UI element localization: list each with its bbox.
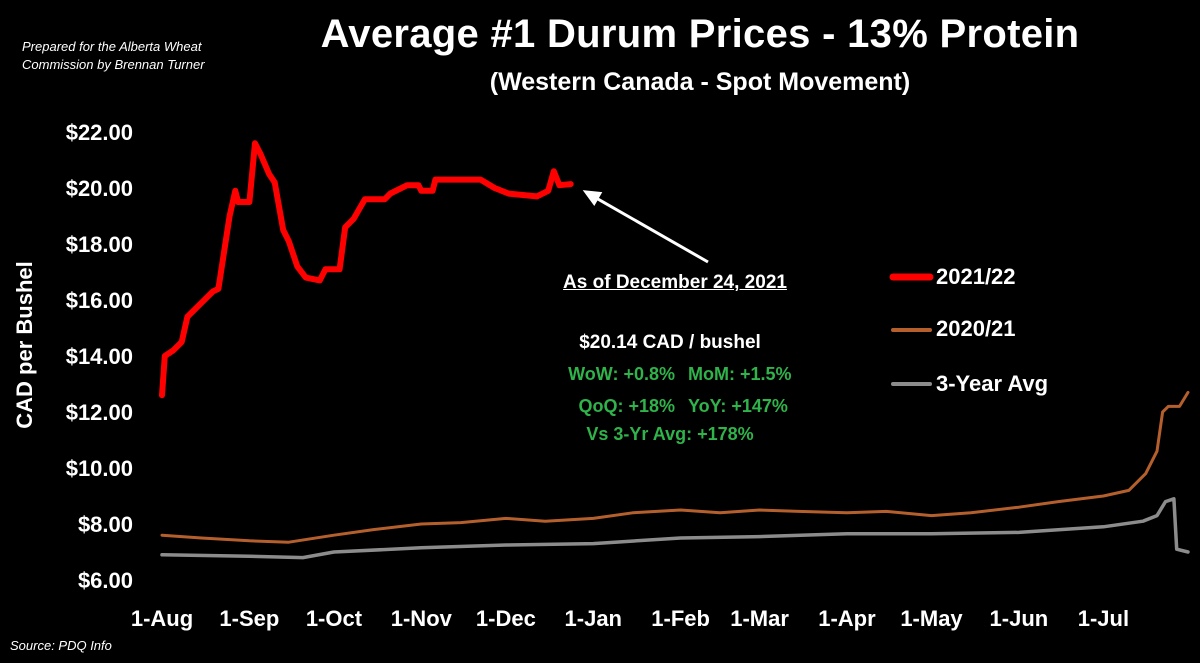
- x-tick-label: 1-Feb: [651, 606, 710, 631]
- yoy-change: YoY: +147%: [688, 396, 788, 416]
- legend-label-3yr-avg: 3-Year Avg: [936, 371, 1049, 396]
- qoq-change: QoQ: +18%: [578, 396, 675, 416]
- x-tick-label: 1-Oct: [306, 606, 363, 631]
- y-tick-label: $20.00: [66, 176, 133, 201]
- arrow-head: [582, 190, 603, 206]
- credit-line-2: Commission by Brennan Turner: [22, 57, 205, 72]
- source-note: Source: PDQ Info: [10, 638, 112, 653]
- y-axis-ticks: $6.00 $8.00 $10.00 $12.00 $14.00 $16.00 $18.00…: [66, 120, 133, 593]
- x-axis-ticks: 1-Aug 1-Sep 1-Oct 1-Nov 1-Dec 1-Jan 1-Feb 1-Mar…: [131, 606, 1129, 631]
- x-tick-label: 1-Jul: [1078, 606, 1129, 631]
- legend-label-2020-21: 2020/21: [936, 316, 1016, 341]
- y-tick-label: $22.00: [66, 120, 133, 145]
- series-3yr-avg-line: [160, 497, 1190, 560]
- y-tick-label: $10.00: [66, 456, 133, 481]
- y-tick-label: $6.00: [78, 568, 133, 593]
- series-2021-22-line: [159, 140, 574, 399]
- as-of-date: As of December 24, 2021: [563, 272, 787, 293]
- mom-change: MoM: +1.5%: [688, 364, 792, 384]
- x-tick-label: 1-Mar: [730, 606, 789, 631]
- x-tick-label: 1-Apr: [818, 606, 876, 631]
- y-tick-label: $8.00: [78, 512, 133, 537]
- x-tick-label: 1-Sep: [219, 606, 279, 631]
- credit-line-1: Prepared for the Alberta Wheat: [22, 39, 202, 54]
- y-tick-label: $14.00: [66, 344, 133, 369]
- annotation-arrow: [582, 190, 709, 264]
- chart-subtitle: (Western Canada - Spot Movement): [489, 68, 911, 96]
- current-price: $20.14 CAD / bushel: [579, 332, 761, 353]
- y-tick-label: $12.00: [66, 400, 133, 425]
- vs-3yr-change: Vs 3-Yr Avg: +178%: [586, 424, 754, 444]
- legend-label-2021-22: 2021/22: [936, 264, 1016, 289]
- y-tick-label: $18.00: [66, 232, 133, 257]
- wow-change: WoW: +0.8%: [568, 364, 675, 384]
- x-tick-label: 1-Jan: [565, 606, 622, 631]
- x-tick-label: 1-Jun: [990, 606, 1049, 631]
- x-tick-label: 1-May: [900, 606, 963, 631]
- y-axis-label: CAD per Bushel: [12, 261, 37, 428]
- series-2020-21-line: [160, 390, 1190, 544]
- x-tick-label: 1-Aug: [131, 606, 193, 631]
- x-tick-label: 1-Nov: [391, 606, 453, 631]
- chart-title: Average #1 Durum Prices - 13% Protein: [320, 12, 1080, 56]
- series-lines: [159, 140, 1190, 560]
- arrow-shaft: [591, 194, 709, 264]
- credit-note: Prepared for the Alberta Wheat Commissio…: [22, 38, 282, 74]
- y-tick-label: $16.00: [66, 288, 133, 313]
- x-tick-label: 1-Dec: [476, 606, 536, 631]
- legend: [889, 273, 934, 386]
